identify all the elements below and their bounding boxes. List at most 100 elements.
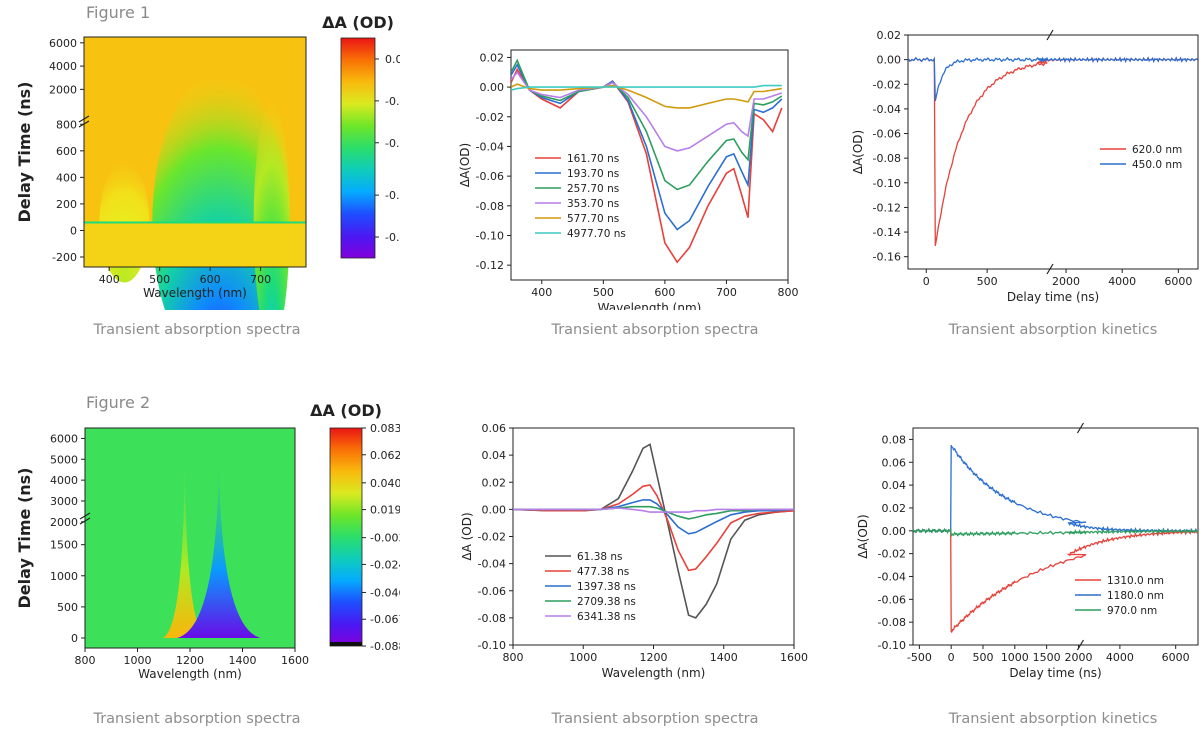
x-tick-label: 400 [531,286,552,299]
y-axis-label: ΔA(OD) [851,130,865,174]
y-tick-label: -200 [52,251,77,264]
figure-2-heatmap-panel: 800 1000 1200 1400 1600 Wavelength (nm) 0 500 10… [0,398,405,698]
y-tick-label: -0.10 [478,639,506,652]
colorbar-title: ΔA (OD) [322,13,394,32]
legend-label: 353.70 ns [567,198,619,210]
y-axis-label: ΔA(OD) [856,514,870,558]
y-tick-label: 0.04 [882,479,907,492]
x-tick-label: 1000 [124,654,152,667]
x-tick-label: 0 [948,651,955,664]
x-tick-label: 500 [149,273,170,286]
x-tick-label: 1600 [780,651,808,664]
y-tick-label: -0.06 [873,128,901,141]
y-tick-label: -0.08 [476,200,504,213]
plot-frame [912,427,1199,646]
figure-1-caption-spectra: Transient absorption spectra [551,322,759,338]
x-axis-label: Wavelength (nm) [598,301,702,310]
x-tick-label: 400 [99,273,120,286]
heatmap-feature [162,438,207,638]
x-axis-label: Wavelength (nm) [143,286,247,300]
figure-2-caption-spectra: Transient absorption spectra [551,711,759,727]
axis-break-mark [1046,263,1054,275]
y-tick-label: 0.02 [482,476,507,489]
x-tick-label: 600 [654,286,675,299]
x-axis-label: Delay time (ns) [1009,666,1101,680]
y-tick-label: -0.14 [873,226,901,239]
y-tick-label: -0.04 [478,558,506,571]
plot-frame [83,36,307,268]
legend-label: 161.70 ns [567,153,619,165]
colorbar [329,427,363,647]
x-tick-label: 800 [503,651,524,664]
y-tick-label: 500 [57,601,78,614]
x-tick-label: 6000 [1162,651,1190,664]
x-tick-label: 800 [778,286,799,299]
x-tick-label: 6000 [1164,275,1192,288]
x-tick-label: 1400 [229,654,257,667]
colorbar [340,37,376,259]
y-tick-label: -0.08 [478,612,506,625]
y-tick-label: 0.02 [877,29,902,42]
series-line-577-70-ns [511,83,782,109]
figure-1-label: Figure 1 [86,3,151,22]
legend-label: 61.38 ns [577,551,623,563]
colorbar-tick-label: 0.083 [370,422,400,435]
y-tick-label: -0.12 [873,201,901,214]
axis-break-mark [1076,422,1084,434]
figure-1-caption-kinetics: Transient absorption kinetics [948,322,1158,338]
series-line-4977-70-ns [511,84,782,91]
legend-label: 1310.0 nm [1107,575,1164,587]
colorbar-tick-label: 0.03 [385,53,400,66]
kinetics-2-svg: -500 0 500 1000 1500 2000 4000 6000 0.08 0.06 0.04… [856,422,1199,680]
y-axis-label: Delay Time (ns) [15,468,34,609]
x-tick-label: -500 [907,651,932,664]
y-tick-label: -0.02 [478,531,506,544]
series-line-353-70-ns [511,70,783,152]
figure-1-heatmap-panel: 400 500 600 700 Wavelength (nm) -200 0 200 400 60… [0,10,413,373]
x-axis-label: Wavelength (nm) [138,667,242,681]
colorbar-tick-label: 0.019 [370,504,400,517]
y-tick-label: -0.06 [476,170,504,183]
y-tick-label: 5000 [50,453,78,466]
legend-label: 193.70 ns [567,168,619,180]
legend-label: 1397.38 ns [577,581,636,593]
legend-label: 970.0 nm [1107,605,1157,617]
plot-frame [510,49,789,281]
y-tick-label: 200 [56,198,77,211]
x-tick-label: 800 [75,654,96,667]
y-tick-label: 6000 [49,37,77,50]
x-tick-label: 500 [593,286,614,299]
y-axis-label: ΔA (OD) [460,512,474,560]
legend-label: 257.70 ns [567,183,619,195]
colorbar-tick-label: -0.14 [385,231,400,244]
y-tick-label: -0.06 [878,593,906,606]
axis-break-mark [79,517,91,525]
colorbar-tick-label: -0.024 [370,558,400,571]
figure-2-caption-kinetics: Transient absorption kinetics [948,711,1158,727]
heatmap-pre-zero-region [84,223,306,267]
colorbar-tick-label: -0.003 [370,532,400,545]
colorbar-underflow [330,642,362,646]
x-tick-label: 1400 [710,651,738,664]
colorbar-tick-label: -0.10 [385,189,400,202]
y-tick-label: -0.12 [476,259,504,272]
x-tick-label: 500 [977,275,998,288]
y-tick-label: -0.10 [873,177,901,190]
y-tick-label: 0.06 [882,456,907,469]
figure-1-spectra-panel: 400 500 600 700 800 0.02 0.00 -0.02 -0.04 -0.06 -0… [440,30,820,315]
x-tick-label: 4000 [1108,275,1136,288]
y-tick-label: 0.04 [482,449,507,462]
y-tick-label: 2000 [50,516,78,529]
colorbar-tick-label: -0.01 [385,95,400,108]
x-tick-label: 0 [923,275,930,288]
x-tick-label: 1000 [569,651,597,664]
axis-break-mark [1046,29,1054,41]
y-tick-label: -0.10 [476,229,504,242]
y-tick-label: 0 [70,224,77,237]
y-tick-label: -0.06 [478,585,506,598]
y-tick-label: 0 [71,632,78,645]
figure-2-spectra-panel: 800 1000 1200 1400 1600 0.06 0.04 0.02 0.00 -0.02… [440,418,820,698]
y-tick-label: 600 [56,145,77,158]
x-tick-label: 500 [973,651,994,664]
y-tick-label: -0.04 [476,140,504,153]
